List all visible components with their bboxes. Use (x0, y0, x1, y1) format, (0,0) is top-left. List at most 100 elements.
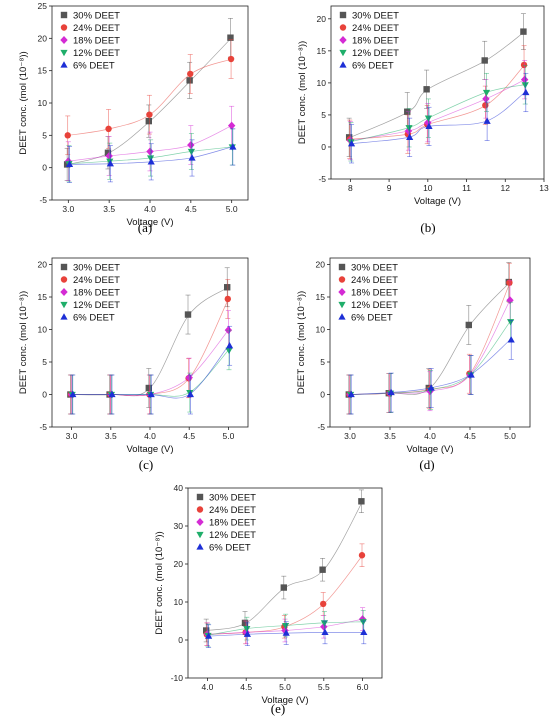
data-point (147, 158, 155, 165)
chart-panel-5: 4.0 4.5 5.0 5.5 6.0 -10 0 10 20 30 40 Voltage (V) DE… (154, 483, 383, 706)
legend-label: 6% DEET (73, 61, 115, 72)
data-point (467, 371, 475, 378)
x-axis-label: Voltage (V) (407, 444, 454, 455)
y-tick-label: -5 (318, 174, 326, 184)
x-tick-label: 4.0 (144, 204, 156, 214)
data-point (69, 390, 77, 398)
y-tick-label: 20 (316, 260, 326, 270)
y-tick-label: 5 (42, 357, 47, 367)
data-point (146, 147, 154, 156)
x-tick-label: 5.0 (504, 431, 516, 441)
panel-caption: (a) (138, 220, 152, 235)
data-point (522, 88, 530, 96)
data-point (427, 384, 435, 391)
data-point (482, 94, 490, 103)
legend-label: 18% DEET (352, 36, 399, 47)
y-tick-label: 20 (38, 33, 48, 43)
legend-marker (60, 61, 68, 68)
legend-label: 24% DEET (352, 23, 399, 34)
legend-label: 18% DEET (351, 288, 398, 299)
y-axis-label: DEET conc. (mol (10⁻⁸)) (296, 291, 307, 394)
x-axis-label: Voltage (V) (127, 217, 174, 228)
data-point (146, 111, 153, 118)
legend-label: 6% DEET (351, 313, 393, 324)
y-tick-label: 40 (174, 483, 184, 493)
legend-marker (338, 288, 346, 296)
legend-label: 12% DEET (73, 48, 120, 59)
fit-curve (350, 64, 525, 140)
legend-marker (338, 301, 346, 309)
data-point (188, 154, 196, 161)
panel-caption: (c) (139, 457, 153, 472)
data-point (359, 619, 367, 626)
x-tick-label: 3.0 (62, 204, 74, 214)
data-point (424, 115, 433, 122)
data-point (243, 630, 251, 637)
x-tick-label: 3.0 (344, 431, 356, 441)
x-tick-label: 9 (387, 183, 392, 193)
legend-label: 6% DEET (352, 61, 394, 72)
legend-label: 18% DEET (73, 288, 120, 299)
panel-caption: (b) (420, 220, 435, 235)
x-tick-label: 4.5 (183, 431, 195, 441)
data-point (184, 311, 192, 318)
series-6-deet (69, 325, 234, 415)
legend-marker (60, 313, 68, 320)
data-point (507, 319, 515, 326)
panel-caption: (d) (419, 457, 434, 472)
data-point (406, 133, 414, 140)
series-12-deet (204, 610, 367, 648)
legend-label: 12% DEET (352, 48, 399, 59)
data-point (358, 498, 365, 505)
data-point (227, 55, 235, 63)
x-tick-label: 13 (539, 183, 549, 193)
x-tick-label: 5.0 (226, 204, 238, 214)
plot-frame (330, 5, 545, 180)
chart-panel-2: 8 9 10 11 12 13 -5 0 5 10 15 20 Voltage (V) DEET conc… (297, 5, 549, 207)
y-tick-label: 0 (42, 163, 47, 173)
legend-label: 30% DEET (73, 11, 120, 22)
chart-panel-4: 3.0 3.5 4.0 4.5 5.0 -5 0 5 10 15 20 Voltage (V) DEET… (296, 257, 531, 455)
data-point (65, 160, 74, 168)
data-point (108, 390, 116, 398)
series-12-deet (347, 65, 529, 162)
x-tick-label: 5.5 (318, 682, 330, 692)
legend-marker (60, 36, 68, 44)
y-tick-label: -5 (39, 422, 47, 432)
data-point (187, 141, 195, 150)
series-6-deet (65, 128, 237, 183)
legend-marker (339, 61, 347, 68)
data-point (320, 622, 328, 631)
x-tick-label: 4.5 (240, 682, 252, 692)
y-tick-label: 25 (38, 1, 48, 11)
data-point (320, 600, 327, 608)
x-tick-label: 11 (462, 183, 471, 193)
data-point (147, 155, 155, 162)
y-tick-label: 0 (42, 390, 47, 400)
data-point (186, 390, 194, 398)
data-point (321, 628, 329, 635)
series-6-deet (347, 72, 530, 164)
x-tick-label: 5.0 (222, 431, 234, 441)
legend-marker (339, 49, 347, 57)
data-point (224, 295, 231, 303)
y-tick-label: 0 (178, 635, 183, 645)
y-tick-label: 10 (316, 325, 326, 335)
series-24-deet (64, 39, 235, 156)
y-tick-label: 5 (42, 130, 47, 140)
data-point (465, 321, 472, 329)
data-point (106, 159, 114, 167)
legend-marker (60, 276, 68, 283)
data-point (482, 89, 491, 97)
data-point (227, 121, 236, 130)
data-point (105, 152, 113, 161)
legend-marker (339, 24, 347, 31)
y-tick-label: 10 (174, 597, 184, 607)
panel-caption: (e) (271, 701, 285, 716)
legend-marker (338, 263, 346, 271)
x-tick-label: 12 (501, 183, 511, 193)
